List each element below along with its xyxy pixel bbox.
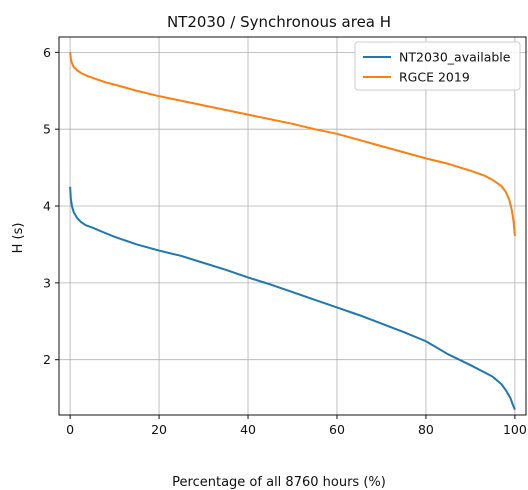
y-tick-label: 4 <box>43 199 51 214</box>
x-axis-label: Percentage of all 8760 hours (%) <box>172 475 386 490</box>
series-layer <box>69 52 516 411</box>
plot-frame <box>58 36 527 416</box>
legend-label-1: RGCE 2019 <box>399 70 470 85</box>
x-tick-label: 40 <box>240 422 256 437</box>
legend-box <box>354 41 521 91</box>
chart-title: NT2030 / Synchronous area H <box>167 13 391 31</box>
y-tick-label: 2 <box>43 352 51 367</box>
y-tick-label: 5 <box>43 122 51 137</box>
x-tick-label: 80 <box>418 422 434 437</box>
x-tick-label: 20 <box>151 422 167 437</box>
x-tick-label: 100 <box>503 422 527 437</box>
y-tick-label: 3 <box>43 275 51 290</box>
y-axis-label: H (s) <box>11 223 26 254</box>
series-line-1 <box>69 52 516 237</box>
y-axis: 2 3 4 5 6 <box>43 45 59 367</box>
y-tick-label: 6 <box>43 45 51 60</box>
x-tick-label: 0 <box>66 422 74 437</box>
series-line-0 <box>69 186 516 411</box>
x-tick-label: 60 <box>329 422 345 437</box>
x-axis: 0 20 40 60 80 100 <box>66 415 527 437</box>
legend: NT2030_available RGCE 2019 <box>354 41 521 91</box>
legend-label-0: NT2030_available <box>399 50 511 65</box>
